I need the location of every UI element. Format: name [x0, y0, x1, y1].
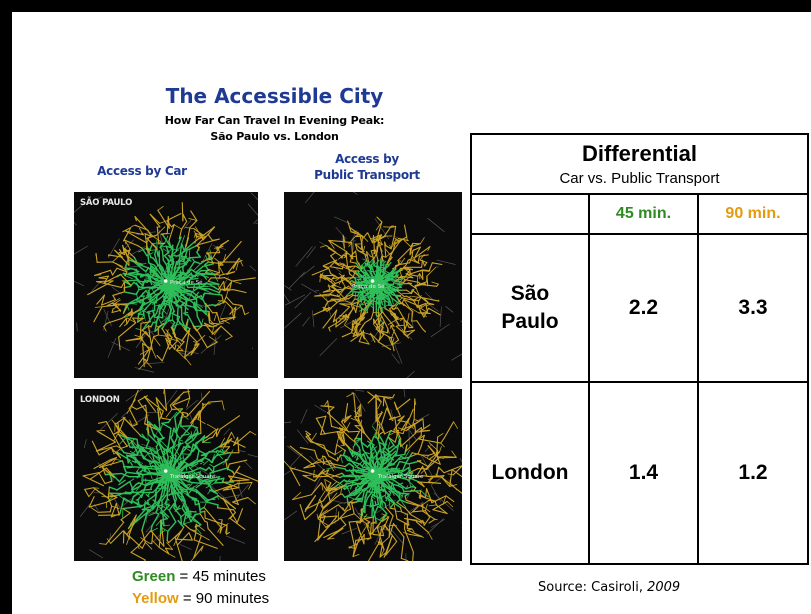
column-header-pt-line-2: Public Transport — [314, 168, 420, 182]
source-year: 2009 — [647, 580, 681, 595]
map-sao-paulo-public-transport: Praça de Sé — [284, 192, 462, 378]
slide: The Accessible City How Far Can Travel I… — [12, 12, 811, 614]
legend-yellow-word: Yellow — [132, 590, 179, 607]
map-place-label: Trafalgar Square — [378, 474, 424, 480]
legend-green: Green = 45 minutes — [132, 568, 266, 585]
source-prefix: Source: Casiroli, — [538, 580, 648, 595]
map-london-car: LONDON Trafalgar Square — [74, 389, 258, 561]
legend-green-text: = 45 minutes — [175, 568, 266, 585]
map-london-public-transport: Trafalgar Square — [284, 389, 462, 561]
map-place-label: Praça de Sé — [352, 284, 385, 290]
value-sao-paulo-90: 3.3 — [738, 296, 768, 319]
map-sao-paulo-car: SÃO PAULO Praça de Sé — [74, 192, 258, 378]
value-london-90: 1.2 — [738, 461, 768, 484]
column-header-45: 45 min. — [615, 205, 672, 222]
value-sao-paulo-45: 2.2 — [628, 296, 659, 319]
table-subtitle: Car vs. Public Transport — [559, 169, 720, 187]
column-header-pt-line-1: Access by — [335, 152, 399, 166]
row-label-london: London — [491, 461, 569, 484]
column-header-90: 90 min. — [725, 205, 781, 222]
value-london-45: 1.4 — [628, 461, 659, 484]
map-place-label: Praça de Sé — [170, 280, 203, 286]
map-city-label: SÃO PAULO — [80, 198, 133, 208]
legend-yellow-text: = 90 minutes — [178, 590, 270, 607]
slide-title: The Accessible City — [165, 84, 384, 108]
subtitle-line-1: How Far Can Travel In Evening Peak: — [164, 114, 385, 127]
differential-table: Differential Car vs. Public Transport 45… — [470, 133, 809, 565]
legend-green-word: Green — [132, 568, 176, 585]
map-place-label: Trafalgar Square — [170, 474, 216, 480]
map-city-label: LONDON — [80, 395, 120, 405]
subtitle-line-2: São Paulo vs. London — [210, 130, 339, 143]
row-label-sao-paulo: São Paulo — [501, 281, 559, 333]
column-header-car: Access by Car — [97, 164, 187, 178]
table-title: Differential — [582, 141, 697, 166]
legend-yellow: Yellow = 90 minutes — [132, 590, 269, 607]
source-citation: Source: Casiroli, 2009 — [538, 580, 680, 595]
